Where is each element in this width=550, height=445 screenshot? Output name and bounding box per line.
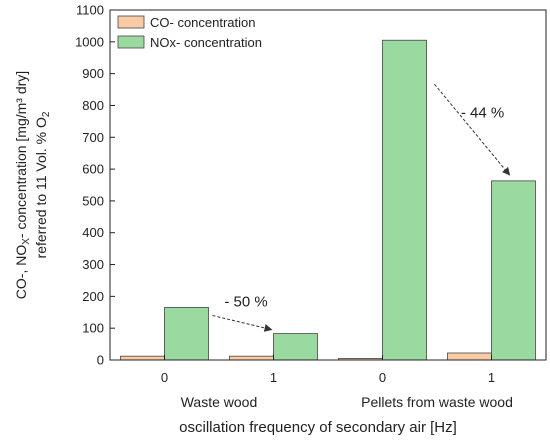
bar	[382, 39, 427, 361]
bar	[273, 333, 318, 361]
bar	[229, 355, 274, 361]
annotations: - 50 % - 44 %	[212, 83, 511, 332]
legend-label: NOx- concentration	[150, 35, 262, 50]
label-part: referred to 11 Vol. % O	[33, 117, 49, 258]
x-tick-label: 1	[488, 370, 495, 385]
y-tick-label: 800	[82, 98, 104, 113]
group-label: Pellets from waste wood	[361, 394, 513, 410]
legend: CO- concentration NOx- concentration	[117, 15, 262, 50]
y-axis-label-line-1: CO-, NOX- concentration [mg/m³ dry]	[13, 71, 32, 299]
x-axis-label: oscillation frequency of secondary air […	[179, 419, 457, 436]
y-tick-label: 600	[82, 162, 104, 177]
subscript: X	[21, 238, 32, 245]
annotation-label: - 50 %	[224, 294, 267, 311]
legend-label: CO- concentration	[150, 15, 256, 30]
group-label: Waste wood	[181, 394, 258, 410]
subscript: 2	[41, 111, 52, 117]
legend-swatch	[117, 35, 145, 49]
x-axis: 0 1 0 1 Waste wood Pellets from waste wood	[161, 355, 513, 410]
annotation-label: - 44 %	[461, 105, 504, 122]
plot-frame	[109, 9, 547, 361]
y-tick-label: 1000	[75, 34, 104, 49]
annotation-arrow	[434, 83, 511, 176]
y-tick-label: 400	[82, 225, 104, 240]
label-part: CO-, NO	[13, 245, 29, 300]
y-tick-label: 500	[82, 193, 104, 208]
bar	[120, 355, 165, 361]
y-axis-label-line-2: referred to 11 Vol. % O2	[33, 111, 52, 258]
y-tick-label: 0	[97, 353, 104, 368]
bar	[164, 307, 209, 361]
bars	[120, 39, 536, 361]
x-tick-label: 0	[379, 370, 386, 385]
bar	[491, 180, 536, 361]
y-tick-label: 100	[82, 321, 104, 336]
legend-swatch	[117, 15, 145, 29]
y-tick-label: 1100	[76, 3, 104, 18]
y-axis-label: CO-, NOX- concentration [mg/m³ dry] refer…	[13, 71, 52, 299]
label-part: - concentration [mg/m³ dry]	[13, 71, 29, 238]
x-tick-label: 1	[270, 370, 277, 385]
y-tick-label: 700	[82, 130, 104, 145]
y-tick-label: 900	[82, 66, 104, 81]
y-tick-label: 300	[82, 257, 104, 272]
y-axis: 0 100 200 300 400 500 600 700 800 900 1000 1100	[75, 3, 115, 368]
annotation-arrow	[212, 315, 273, 332]
y-tick-label: 200	[82, 289, 104, 304]
bar	[447, 352, 492, 361]
x-tick-label: 0	[161, 370, 168, 385]
